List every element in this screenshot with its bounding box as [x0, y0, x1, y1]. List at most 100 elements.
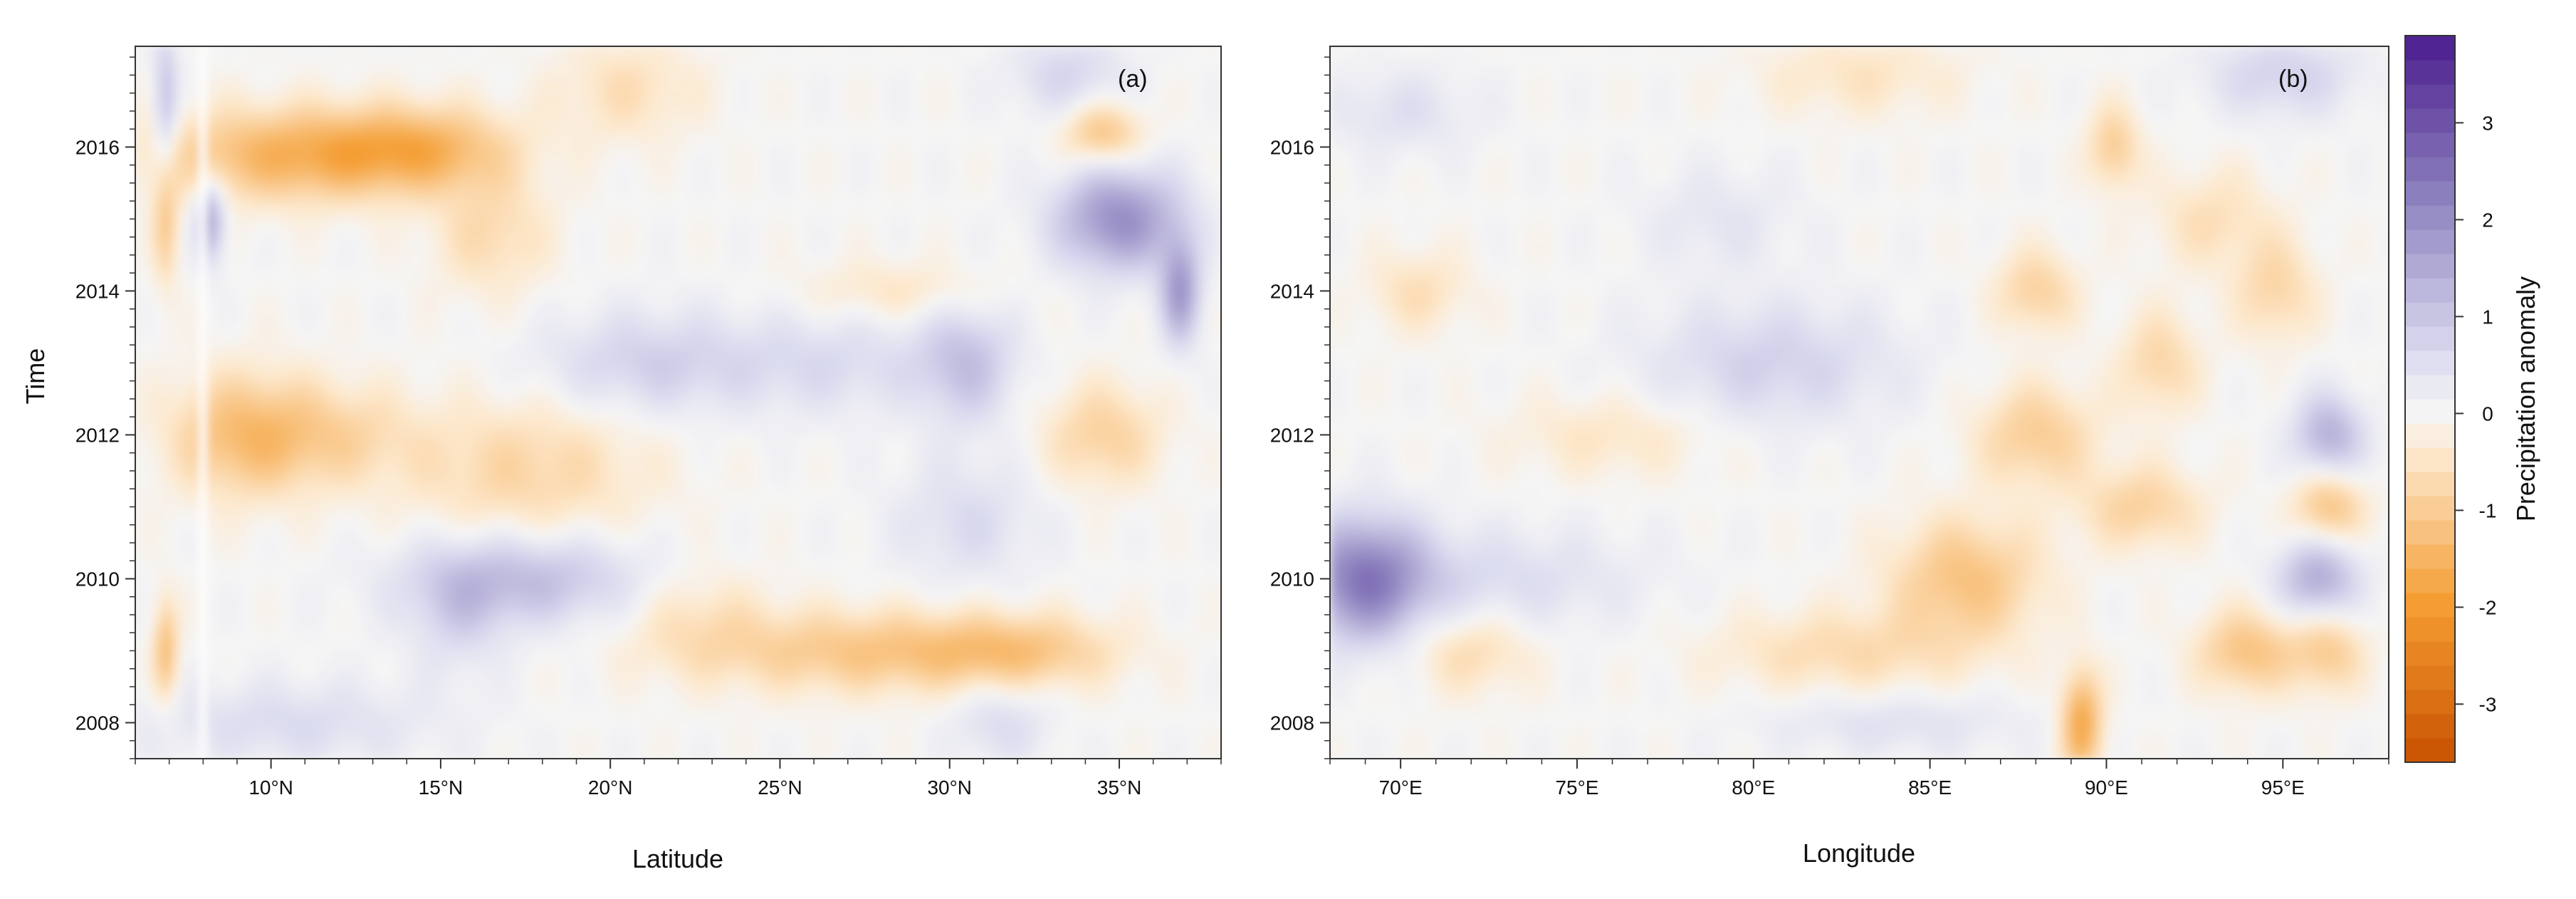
heatmap-cell	[370, 269, 380, 279]
heatmap-cell	[424, 687, 435, 697]
heatmap-cell	[271, 73, 281, 83]
heatmap-cell	[280, 509, 290, 519]
heatmap-cell	[669, 581, 679, 591]
heatmap-cell	[632, 616, 643, 626]
heatmap-cell	[388, 242, 399, 252]
heatmap-cell	[614, 135, 625, 145]
heatmap-cell	[370, 536, 380, 546]
heatmap-cell	[298, 260, 308, 270]
heatmap-cell	[298, 135, 308, 145]
heatmap-cell	[587, 73, 597, 83]
heatmap-cell	[551, 224, 562, 234]
heatmap-cell	[307, 723, 317, 733]
heatmap-cell	[289, 82, 299, 92]
heatmap-cell	[289, 215, 299, 225]
heatmap-cell	[244, 269, 254, 279]
heatmap-cell	[307, 233, 317, 243]
heatmap-cell	[135, 367, 145, 377]
heatmap-cell	[578, 554, 589, 563]
heatmap-cell	[207, 215, 218, 225]
heatmap-cell	[298, 242, 308, 252]
heatmap-cell	[660, 260, 670, 270]
heatmap-cell	[253, 652, 263, 662]
heatmap-cell	[325, 296, 335, 306]
heatmap-cell	[560, 73, 570, 83]
heatmap-cell	[316, 696, 326, 706]
heatmap-cell	[614, 108, 625, 118]
heatmap-cell	[135, 313, 145, 323]
heatmap-cell	[171, 456, 182, 466]
heatmap-cell	[153, 358, 163, 368]
heatmap-cell	[298, 100, 308, 110]
heatmap-cell	[443, 260, 453, 270]
heatmap-cell	[153, 207, 163, 217]
heatmap-cell	[226, 660, 236, 670]
heatmap-cell	[451, 554, 462, 563]
heatmap-cell	[325, 616, 335, 626]
heatmap-cell	[614, 278, 625, 288]
heatmap-cell	[289, 358, 299, 368]
heatmap-cell	[632, 278, 643, 288]
heatmap-cell	[497, 500, 507, 510]
heatmap-cell	[642, 527, 652, 537]
heatmap-cell	[651, 509, 661, 519]
heatmap-cell	[488, 82, 498, 92]
heatmap-cell	[597, 678, 607, 688]
heatmap-cell	[470, 518, 480, 528]
heatmap-cell	[388, 126, 399, 136]
heatmap-cell	[189, 215, 199, 225]
heatmap-cell	[488, 90, 498, 100]
heatmap-cell	[307, 171, 317, 181]
heatmap-cell	[624, 100, 634, 110]
heatmap-cell	[551, 278, 562, 288]
heatmap-cell	[261, 375, 272, 385]
heatmap-cell	[244, 447, 254, 457]
heatmap-cell	[316, 652, 326, 662]
heatmap-cell	[144, 286, 155, 296]
heatmap-cell	[515, 581, 525, 591]
heatmap-cell	[632, 126, 643, 136]
heatmap-cell	[624, 215, 634, 225]
heatmap-cell	[605, 429, 616, 439]
heatmap-cell	[642, 64, 652, 74]
heatmap-cell	[632, 696, 643, 706]
heatmap-cell	[632, 153, 643, 163]
heatmap-cell	[180, 607, 191, 617]
heatmap-cell	[180, 64, 191, 74]
heatmap-cell	[424, 207, 435, 217]
heatmap-cell	[316, 616, 326, 626]
heatmap-cell	[334, 741, 345, 751]
heatmap-cell	[325, 571, 335, 581]
heatmap-cell	[153, 625, 163, 635]
heatmap-cell	[443, 402, 453, 412]
heatmap-cell	[234, 429, 245, 439]
heatmap-cell	[234, 367, 245, 377]
heatmap-cell	[343, 90, 353, 100]
heatmap-cell	[524, 660, 534, 670]
heatmap-cell	[415, 126, 426, 136]
heatmap-cell	[660, 741, 670, 751]
heatmap-cell	[488, 464, 498, 474]
heatmap-cell	[162, 678, 172, 688]
heatmap-cell	[307, 242, 317, 252]
heatmap-cell	[443, 340, 453, 350]
heatmap-cell	[244, 278, 254, 288]
heatmap-cell	[234, 233, 245, 243]
heatmap-cell	[524, 482, 534, 492]
heatmap-cell	[162, 571, 172, 581]
heatmap-cell	[144, 723, 155, 733]
heatmap-cell	[388, 135, 399, 145]
heatmap-cell	[632, 545, 643, 555]
heatmap-cell	[597, 233, 607, 243]
heatmap-cell	[226, 349, 236, 359]
heatmap-cell	[605, 625, 616, 635]
heatmap-cell	[461, 126, 471, 136]
heatmap-cell	[135, 269, 145, 279]
heatmap-cell	[234, 714, 245, 724]
heatmap-cell	[343, 340, 353, 350]
heatmap-cell	[180, 278, 191, 288]
heatmap-cell	[325, 563, 335, 573]
heatmap-cell	[289, 554, 299, 563]
heatmap-cell	[397, 571, 408, 581]
heatmap-cell	[597, 82, 607, 92]
